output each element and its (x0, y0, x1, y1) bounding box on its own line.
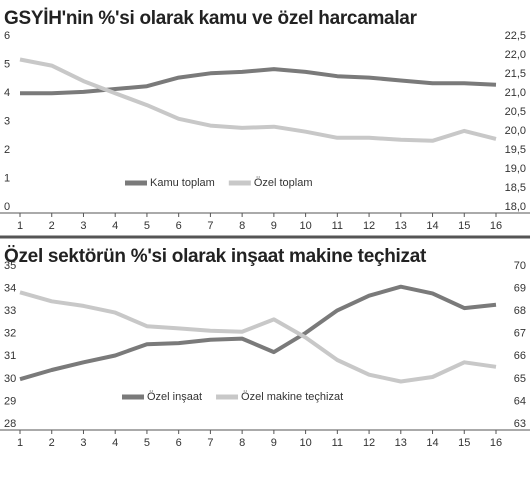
x-tick-label: 14 (426, 437, 438, 449)
y2-tick-label: 18,0 (505, 201, 526, 213)
series-line (19, 57, 497, 143)
x-tick-label: 8 (239, 437, 245, 449)
y-tick-label: 34 (4, 282, 16, 294)
y-tick-label: 29 (4, 395, 16, 407)
y-tick-label: 3 (4, 115, 10, 127)
x-tick-label: 13 (395, 437, 407, 449)
x-tick-label: 7 (207, 437, 213, 449)
series-line (19, 290, 497, 384)
y2-tick-label: 18,5 (505, 182, 526, 194)
y-tick-label: 1 (4, 172, 10, 184)
x-tick-label: 2 (49, 220, 55, 232)
x-tick-label: 1 (17, 437, 23, 449)
x-tick-label: 10 (299, 220, 311, 232)
x-tick-label: 5 (144, 437, 150, 449)
x-tick-label: 1 (17, 220, 23, 232)
y2-tick-label: 19,0 (505, 163, 526, 175)
x-tick-label: 8 (239, 220, 245, 232)
y2-tick-label: 63 (514, 418, 526, 430)
x-tick-label: 15 (458, 437, 470, 449)
y-tick-label: 35 (4, 260, 16, 272)
legend-label: Özel makine teçhizat (241, 391, 343, 403)
x-tick-label: 9 (271, 437, 277, 449)
y-tick-label: 4 (4, 87, 10, 99)
y2-tick-label: 20,5 (505, 106, 526, 118)
series-line (20, 67, 497, 96)
y-tick-label: 31 (4, 350, 16, 362)
chart-title: Özel sektörün %'si olarak inşaat makine … (4, 246, 427, 267)
y2-tick-label: 22,0 (505, 49, 526, 61)
x-tick-label: 13 (395, 220, 407, 232)
legend-label: Kamu toplam (150, 177, 215, 189)
y2-tick-label: 69 (514, 282, 526, 294)
x-tick-label: 9 (271, 220, 277, 232)
x-tick-label: 11 (332, 220, 343, 232)
y2-tick-label: 64 (514, 395, 526, 407)
x-tick-label: 4 (112, 437, 118, 449)
y-tick-label: 32 (4, 328, 16, 340)
y-tick-label: 28 (4, 418, 16, 430)
x-tick-label: 4 (112, 220, 118, 232)
x-tick-label: 10 (299, 437, 311, 449)
y2-tick-label: 66 (514, 350, 526, 362)
y-tick-label: 30 (4, 373, 16, 385)
y2-tick-label: 21,5 (505, 68, 526, 80)
x-tick-label: 12 (363, 437, 375, 449)
x-tick-label: 6 (176, 437, 182, 449)
y2-tick-label: 22,5 (505, 30, 526, 42)
x-tick-label: 12 (363, 220, 375, 232)
y2-tick-label: 67 (514, 328, 526, 340)
series-line (19, 284, 497, 382)
chart-title: GSYİH'nin %'si olarak kamu ve özel harca… (4, 8, 418, 29)
x-tick-label: 16 (490, 220, 502, 232)
x-tick-label: 7 (207, 220, 213, 232)
x-tick-label: 5 (144, 220, 150, 232)
x-tick-label: 6 (176, 220, 182, 232)
x-tick-label: 11 (332, 437, 343, 449)
legend-label: Özel inşaat (147, 391, 202, 403)
y2-tick-label: 70 (514, 260, 526, 272)
x-tick-label: 3 (80, 437, 86, 449)
x-tick-label: 15 (458, 220, 470, 232)
y2-tick-label: 20,0 (505, 125, 526, 137)
y-tick-label: 5 (4, 58, 10, 70)
x-tick-label: 16 (490, 437, 502, 449)
y2-tick-label: 19,5 (505, 144, 526, 156)
y-tick-label: 2 (4, 144, 10, 156)
y-tick-label: 33 (4, 305, 16, 317)
x-tick-label: 14 (426, 220, 438, 232)
x-tick-label: 3 (80, 220, 86, 232)
y2-tick-label: 68 (514, 305, 526, 317)
y-tick-label: 6 (4, 30, 10, 42)
y2-tick-label: 65 (514, 373, 526, 385)
y2-tick-label: 21,0 (505, 87, 526, 99)
x-tick-label: 2 (49, 437, 55, 449)
legend-label: Özel toplam (254, 177, 313, 189)
y-tick-label: 0 (4, 201, 10, 213)
